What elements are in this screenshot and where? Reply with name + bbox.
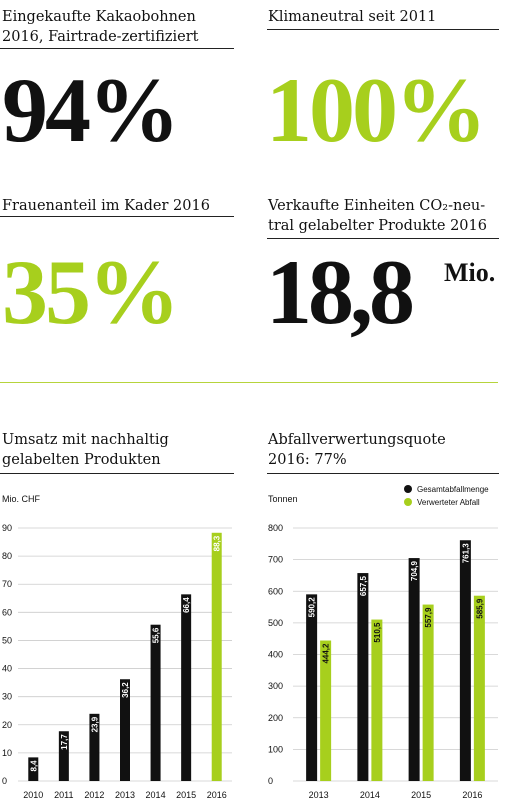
- y-tick-label: 700: [268, 555, 283, 565]
- bar: [120, 679, 130, 781]
- kpi-value-women: 35%: [2, 241, 180, 343]
- bar-value-label: 557,9: [424, 607, 433, 628]
- section-divider: [0, 382, 498, 383]
- bar: [58, 731, 69, 781]
- x-tick-label: 2010: [23, 790, 43, 800]
- chart-title-line: 2016: 77%: [268, 452, 347, 468]
- chart-title-waste: Abfallverwertungsquote 2016: 77%: [268, 430, 446, 470]
- kpi-value-climate: 100%: [266, 59, 487, 161]
- y-axis-label: Mio. CHF: [2, 494, 41, 504]
- x-tick-label: 2013: [115, 790, 135, 800]
- kpi-unit-co2: Mio.: [444, 258, 496, 287]
- y-tick-label: 100: [268, 744, 283, 754]
- kpi-title-cocoa: Eingekaufte Kakaobohnen 2016, Fairtrade-…: [2, 7, 198, 47]
- bar-value-label: 761,3: [461, 543, 470, 564]
- y-tick-label: 70: [2, 579, 12, 589]
- kpi-title-line: Frauenanteil im Kader 2016: [2, 198, 210, 214]
- kpi-title-line: Verkaufte Einheiten CO₂-neu-: [268, 198, 486, 214]
- kpi-rule: [0, 216, 234, 217]
- y-tick-label: 90: [2, 523, 12, 533]
- bar: [473, 595, 485, 781]
- y-tick-label: 500: [268, 618, 283, 628]
- y-tick-label: 10: [2, 748, 12, 758]
- bar: [211, 532, 222, 781]
- x-tick-label: 2014: [146, 790, 166, 800]
- kpi-rule: [267, 29, 499, 30]
- y-tick-label: 30: [2, 692, 12, 702]
- bar-value-label: 590,2: [308, 597, 317, 618]
- x-tick-label: 2011: [54, 790, 73, 800]
- kpi-title-co2: Verkaufte Einheiten CO₂-neu- tral gelabe…: [268, 196, 487, 236]
- y-tick-label: 0: [268, 776, 273, 786]
- kpi-rule: [0, 48, 234, 49]
- kpi-title-line: Eingekaufte Kakaobohnen: [2, 9, 196, 25]
- kpi-title-line: 2016, Fairtrade-zertifiziert: [2, 29, 199, 45]
- y-tick-label: 200: [268, 713, 283, 723]
- chart-title-revenue: Umsatz mit nachhaltig gelabelten Produkt…: [2, 430, 169, 470]
- bar: [181, 594, 192, 781]
- bar-value-label: 55,6: [152, 627, 161, 643]
- y-tick-label: 20: [2, 720, 12, 730]
- kpi-title-line: tral gelabelter Produkte 2016: [268, 218, 487, 234]
- x-tick-label: 2014: [360, 790, 380, 800]
- y-tick-label: 400: [268, 650, 283, 660]
- x-tick-label: 2016: [462, 790, 482, 800]
- bar: [306, 594, 318, 781]
- bar-value-label: 510,5: [373, 622, 382, 643]
- bar-value-label: 704,9: [410, 561, 419, 582]
- kpi-title-women: Frauenanteil im Kader 2016: [2, 196, 210, 216]
- chart-title-line: gelabelten Produkten: [2, 452, 161, 468]
- legend-label: Verwerteter Abfall: [417, 498, 480, 507]
- x-tick-label: 2012: [84, 790, 104, 800]
- bar-value-label: 66,4: [182, 597, 191, 613]
- legend-marker: [404, 485, 412, 493]
- y-axis-label: Tonnen: [268, 494, 298, 504]
- bar-value-label: 444,2: [322, 643, 331, 664]
- chart-rule: [267, 473, 499, 474]
- y-tick-label: 80: [2, 551, 12, 561]
- kpi-rule: [267, 238, 499, 239]
- bar-value-label: 657,5: [359, 576, 368, 597]
- bar-value-label: 585,9: [475, 598, 484, 619]
- legend-label: Gesamtabfallmenge: [417, 485, 489, 494]
- bar: [357, 573, 369, 781]
- y-tick-label: 40: [2, 664, 12, 674]
- bar-value-label: 17,7: [60, 734, 69, 750]
- bar: [28, 757, 39, 781]
- chart-title-line: Umsatz mit nachhaltig: [2, 432, 169, 448]
- bar-value-label: 36,2: [121, 682, 130, 698]
- kpi-title-line: Klimaneutral seit 2011: [268, 9, 437, 25]
- x-tick-label: 2013: [309, 790, 329, 800]
- y-tick-label: 600: [268, 586, 283, 596]
- y-tick-label: 0: [2, 776, 7, 786]
- kpi-value-cocoa: 94%: [2, 59, 180, 161]
- legend-marker: [404, 498, 412, 506]
- bar: [408, 558, 420, 781]
- x-tick-label: 2015: [176, 790, 196, 800]
- y-tick-label: 300: [268, 681, 283, 691]
- bar: [89, 713, 100, 781]
- x-tick-label: 2016: [207, 790, 227, 800]
- y-tick-label: 60: [2, 607, 12, 617]
- y-tick-label: 800: [268, 523, 283, 533]
- y-tick-label: 50: [2, 635, 12, 645]
- bar: [320, 640, 332, 781]
- chart-title-line: Abfallverwertungsquote: [268, 432, 446, 448]
- chart-rule: [0, 473, 234, 474]
- bar-value-label: 23,9: [90, 716, 99, 732]
- bar: [459, 540, 471, 781]
- bar: [422, 604, 434, 781]
- bar: [371, 619, 383, 781]
- bar-value-label: 88,3: [213, 535, 222, 551]
- bar: [150, 624, 161, 781]
- bar-value-label: 8,4: [29, 760, 38, 772]
- x-tick-label: 2015: [411, 790, 431, 800]
- kpi-value-co2: 18,8: [266, 241, 415, 343]
- kpi-title-climate: Klimaneutral seit 2011: [268, 7, 436, 27]
